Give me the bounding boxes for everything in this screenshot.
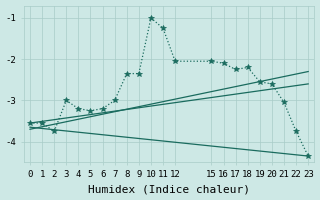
X-axis label: Humidex (Indice chaleur): Humidex (Indice chaleur): [88, 184, 250, 194]
